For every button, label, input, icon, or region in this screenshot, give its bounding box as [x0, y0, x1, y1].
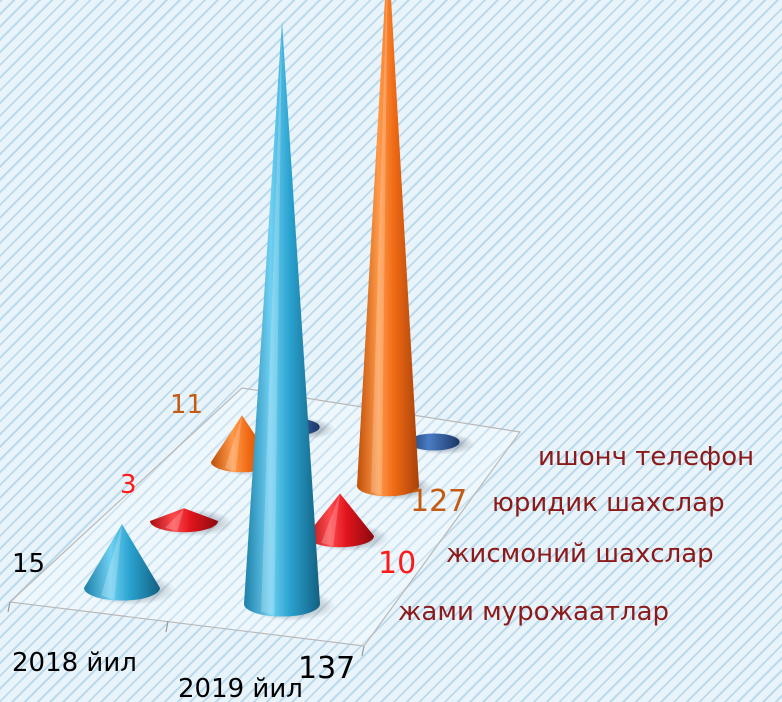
category-label-2018: 2018 йил: [12, 648, 137, 678]
cone-s0-c0: [84, 524, 160, 601]
value-label-s1-c0: 3: [120, 470, 137, 500]
value-label-s2-c0: 11: [170, 390, 203, 420]
cone-s1-c0: [150, 508, 218, 533]
cone-highlight-s2-c0: [224, 415, 242, 472]
category-labels: 2018 йил 2019 йил: [12, 648, 303, 702]
series-label-jami: жами мурожаатлар: [398, 597, 669, 627]
value-label-s1-c1: 10: [378, 546, 416, 581]
cone-highlight-s0-c0: [101, 524, 122, 600]
category-tick: [165, 620, 169, 633]
value-labels: 15 137 3 10 11 127: [12, 390, 467, 686]
cone-s2-c1: [357, 0, 419, 497]
value-label-s2-c1: 127: [410, 484, 467, 519]
series-label-jismoniy: жисмоний шахслар: [446, 539, 714, 569]
cone-marks: [84, 0, 476, 622]
series-label-yuridik: юридик шахслар: [492, 488, 725, 518]
series-label-ishonch: ишонч телефон: [538, 442, 754, 472]
value-label-s0-c1: 137: [298, 651, 355, 686]
category-tick: [7, 601, 11, 613]
cone-s0-c1: [244, 21, 320, 617]
cone-highlight-s2-c1: [370, 0, 388, 496]
value-label-s0-c0: 15: [12, 549, 45, 579]
cone-highlight-s1-c0: [165, 508, 184, 532]
category-label-2019: 2019 йил: [178, 674, 303, 702]
cone-base-s3-c1: [408, 433, 460, 451]
cone-highlight-s0-c1: [261, 21, 282, 616]
category-tick: [361, 645, 365, 657]
series-labels: ишонч телефон юридик шахслар жисмоний ша…: [398, 442, 754, 627]
cone-highlight-s1-c1: [321, 493, 340, 547]
cone-s1-c1: [306, 493, 374, 548]
